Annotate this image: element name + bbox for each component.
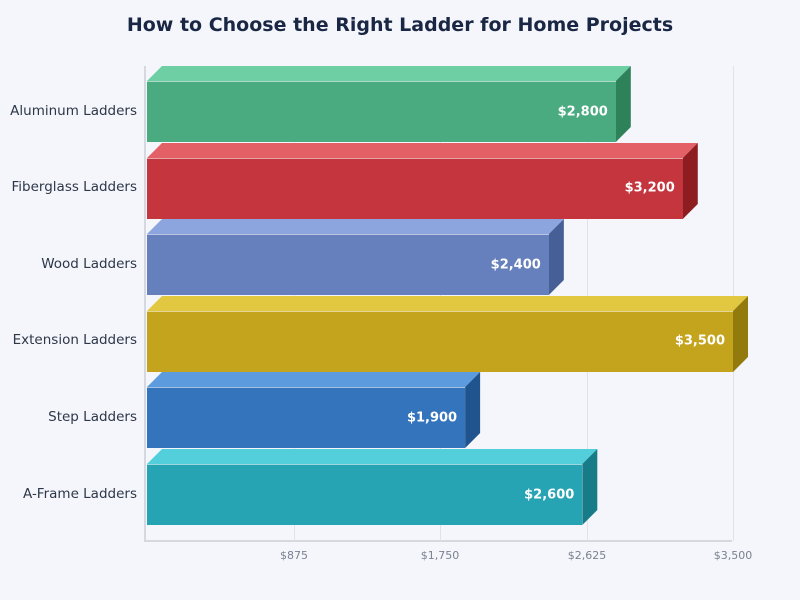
bar[interactable]: $2,400 (147, 219, 564, 296)
bar-value-label: $2,800 (557, 104, 608, 119)
category-label: Step Ladders (48, 408, 137, 425)
bar-front-face (147, 464, 583, 525)
category-label: A-Frame Ladders (23, 485, 137, 502)
category-label: Wood Ladders (41, 255, 137, 272)
x-tick-label: $2,625 (567, 549, 607, 562)
category-label: Extension Ladders (12, 332, 137, 349)
bar-value-label: $3,200 (624, 180, 675, 196)
bar[interactable]: $2,800 (147, 66, 631, 142)
category-label: Aluminum Ladders (10, 102, 137, 119)
bar-value-label: $2,600 (524, 487, 575, 502)
bar-value-label: $2,400 (490, 257, 541, 273)
y-axis-line (144, 66, 146, 542)
bar-value-label: $1,900 (406, 410, 458, 426)
x-axis-line (144, 540, 732, 542)
x-tick-label: $875 (280, 549, 308, 562)
bar-front-face (147, 234, 549, 296)
bar[interactable]: $3,200 (147, 142, 698, 219)
bar-front-face (147, 81, 616, 142)
bar-front-face (147, 157, 683, 219)
x-tick-label: $1,750 (420, 549, 460, 562)
x-tick-label: $3,500 (713, 549, 753, 562)
bar-front-face (147, 387, 466, 449)
chart-title: How to Choose the Right Ladder for Home … (126, 14, 674, 36)
bar[interactable]: $1,900 (147, 372, 481, 449)
category-label: Fiberglass Ladders (11, 179, 138, 196)
bar[interactable]: $2,600 (147, 449, 598, 525)
bar-front-face (147, 310, 733, 372)
bar[interactable]: $3,500 (147, 295, 748, 372)
bar-value-label: $3,500 (674, 333, 725, 349)
